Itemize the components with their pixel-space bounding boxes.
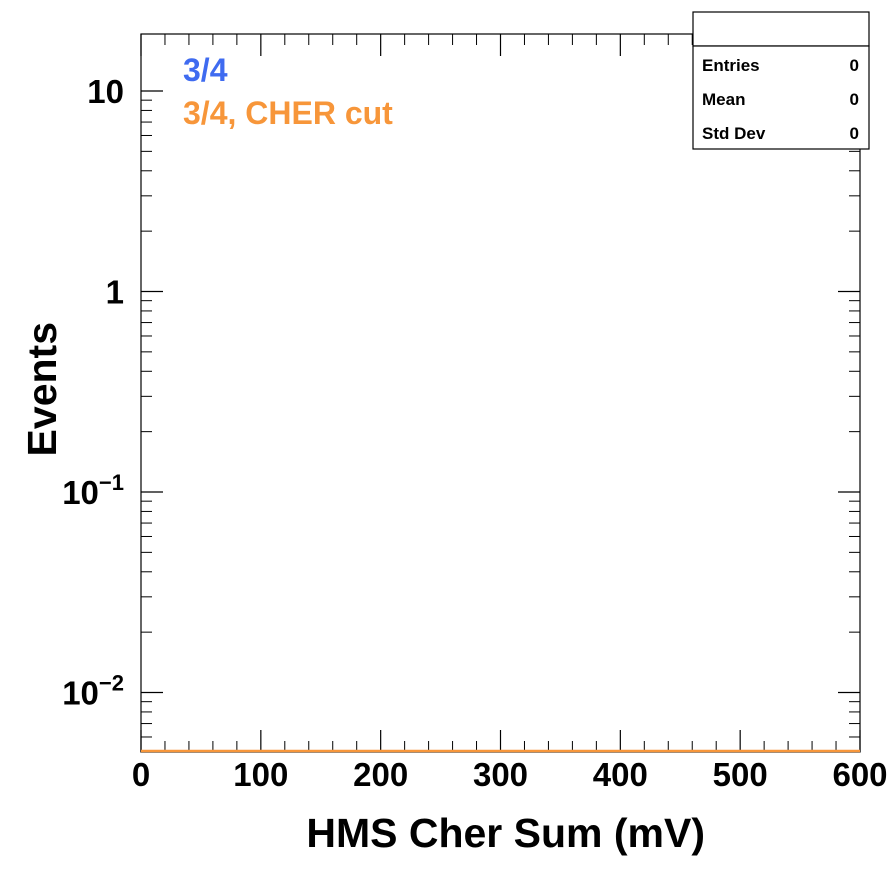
- x-axis-title: HMS Cher Sum (mV): [306, 810, 705, 856]
- y-tick-label: 10−1: [62, 470, 124, 511]
- x-tick-labels: 0 100 200 300 400 500 600: [132, 756, 888, 793]
- y-tick-label: 1: [106, 274, 124, 311]
- stats-body-box: [692, 45, 870, 150]
- y-tick-label: 10−2: [62, 671, 124, 712]
- x-tick-label-600: 600: [832, 756, 887, 793]
- x-tick-label-400: 400: [593, 756, 648, 793]
- stats-entries-value: 0: [850, 56, 859, 75]
- stats-stddev-value: 0: [850, 124, 859, 143]
- x-tick-label-0: 0: [132, 756, 150, 793]
- stats-mean-label: Mean: [702, 90, 745, 109]
- stats-title-box: [692, 11, 870, 47]
- x-tick-label-200: 200: [353, 756, 408, 793]
- stats-entries-label: Entries: [702, 56, 760, 75]
- legend-entry-2: 3/4, CHER cut: [183, 95, 393, 131]
- y-axis-title: Events: [19, 322, 65, 456]
- y-tick-labels: 10 1 10−1 10−2: [62, 73, 124, 712]
- x-tick-label-300: 300: [473, 756, 528, 793]
- stats-mean-value: 0: [850, 90, 859, 109]
- x-tick-label-500: 500: [713, 756, 768, 793]
- legend-entry-1: 3/4: [183, 52, 228, 88]
- stats-stddev-label: Std Dev: [702, 124, 766, 143]
- y-tick-label: 10: [87, 73, 124, 110]
- x-tick-label-100: 100: [233, 756, 288, 793]
- stats-box: Entries 0 Mean 0 Std Dev 0: [692, 11, 870, 150]
